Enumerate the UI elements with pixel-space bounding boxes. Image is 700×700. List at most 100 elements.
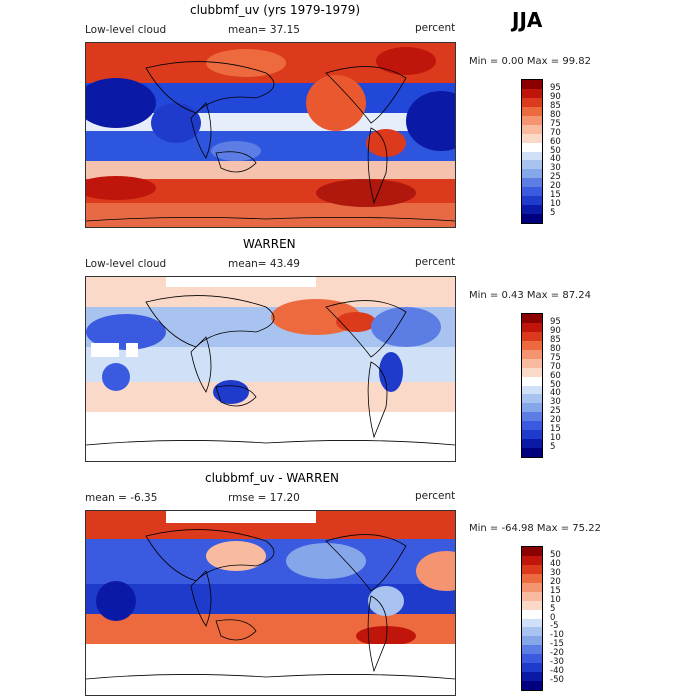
colorbar-segment <box>522 376 542 386</box>
colorbar-segment <box>522 80 542 89</box>
colorbar-segment <box>522 448 542 457</box>
colorbar-segment <box>522 169 542 179</box>
colorbar-segment <box>522 421 542 431</box>
panel3-rmse-label: rmse = 17.20 <box>228 492 300 504</box>
colorbar-tick-label: 70 <box>550 361 561 372</box>
colorbar-segment <box>522 582 542 592</box>
colorbar-tick-label: 85 <box>550 100 561 111</box>
colorbar-segment <box>522 322 542 332</box>
colorbar-tick-label: 30 <box>550 397 561 408</box>
colorbar-segment <box>522 178 542 188</box>
colorbar-segment <box>522 349 542 359</box>
panel1-title: clubbmf_uv (yrs 1979-1979) <box>190 3 361 17</box>
colorbar-segment <box>522 340 542 350</box>
panel3-mean-label: mean = -6.35 <box>85 492 158 504</box>
colorbar-tick-label: 5 <box>550 442 556 453</box>
colorbar-tick-label: 60 <box>550 370 561 381</box>
colorbar-segment <box>522 115 542 125</box>
colorbar-tick-label: 25 <box>550 406 561 417</box>
panel1-variable-label: Low-level cloud <box>85 24 167 36</box>
colorbar-tick-label: 25 <box>550 172 561 183</box>
colorbar-segment <box>522 591 542 601</box>
colorbar-tick-label: 80 <box>550 343 561 354</box>
colorbar-tick-label: 85 <box>550 334 561 345</box>
panel2-colorbar <box>521 313 543 458</box>
colorbar-segment <box>522 394 542 404</box>
colorbar-segment <box>522 636 542 646</box>
panel3-units: percent <box>415 490 456 502</box>
colorbar-tick-label: 90 <box>550 325 561 336</box>
colorbar-tick-label: 30 <box>550 567 561 578</box>
colorbar-tick-label: 90 <box>550 91 561 102</box>
colorbar-tick-label: 40 <box>550 558 561 569</box>
colorbar-segment <box>522 151 542 161</box>
colorbar-segment <box>522 196 542 206</box>
panel3-colorbar <box>521 546 543 691</box>
colorbar-tick-label: -10 <box>550 630 564 641</box>
colorbar-segment <box>522 160 542 170</box>
colorbar-tick-label: -30 <box>550 657 564 668</box>
colorbar-tick-label: 40 <box>550 388 561 399</box>
colorbar-tick-label: 75 <box>550 352 561 363</box>
panel2-units: percent <box>415 256 456 268</box>
colorbar-tick-label: -5 <box>550 621 559 632</box>
colorbar-tick-label: -50 <box>550 675 564 686</box>
colorbar-segment <box>522 205 542 215</box>
panel2-mean-label: mean= 43.49 <box>228 258 300 270</box>
panel1-units: percent <box>415 22 456 34</box>
colorbar-segment <box>522 600 542 610</box>
panel3-map <box>85 510 456 696</box>
panel2-minmax: Min = 0.43 Max = 87.24 <box>469 290 591 301</box>
colorbar-segment <box>522 133 542 143</box>
colorbar-tick-label: 30 <box>550 163 561 174</box>
colorbar-segment <box>522 654 542 664</box>
colorbar-segment <box>522 439 542 449</box>
panel2-title: WARREN <box>243 237 296 251</box>
panel1-map <box>85 42 456 228</box>
colorbar-tick-label: 70 <box>550 127 561 138</box>
colorbar-tick-label: -20 <box>550 648 564 659</box>
colorbar-segment <box>522 124 542 134</box>
colorbar-segment <box>522 106 542 116</box>
colorbar-tick-label: 5 <box>550 208 556 219</box>
colorbar-segment <box>522 385 542 395</box>
colorbar-segment <box>522 663 542 673</box>
colorbar-tick-label: 40 <box>550 154 561 165</box>
panel3-title: clubbmf_uv - WARREN <box>205 471 340 485</box>
season-label: JJA <box>512 8 543 32</box>
colorbar-segment <box>522 187 542 197</box>
panel1-minmax: Min = 0.00 Max = 99.82 <box>469 56 591 67</box>
colorbar-segment <box>522 672 542 682</box>
panel2-map <box>85 276 456 462</box>
colorbar-tick-label: 10 <box>550 433 561 444</box>
panel2-variable-label: Low-level cloud <box>85 258 167 270</box>
colorbar-tick-label: 20 <box>550 576 561 587</box>
colorbar-segment <box>522 214 542 223</box>
colorbar-segment <box>522 142 542 152</box>
colorbar-tick-label: 60 <box>550 136 561 147</box>
colorbar-tick-label: 0 <box>550 612 556 623</box>
panel1-mean-label: mean= 37.15 <box>228 24 300 36</box>
colorbar-tick-label: 75 <box>550 118 561 129</box>
colorbar-segment <box>522 573 542 583</box>
colorbar-segment <box>522 681 542 690</box>
colorbar-tick-label: 20 <box>550 181 561 192</box>
colorbar-segment <box>522 358 542 368</box>
colorbar-tick-label: 80 <box>550 109 561 120</box>
colorbar-tick-label: 50 <box>550 379 561 390</box>
colorbar-segment <box>522 367 542 377</box>
colorbar-tick-label: 15 <box>550 585 561 596</box>
colorbar-segment <box>522 430 542 440</box>
colorbar-tick-label: 50 <box>550 549 561 560</box>
colorbar-tick-label: -40 <box>550 666 564 677</box>
colorbar-tick-label: 95 <box>550 82 561 93</box>
colorbar-tick-label: -15 <box>550 639 564 650</box>
colorbar-segment <box>522 412 542 422</box>
colorbar-tick-label: 5 <box>550 603 556 614</box>
colorbar-tick-label: 20 <box>550 415 561 426</box>
colorbar-segment <box>522 88 542 98</box>
colorbar-segment <box>522 609 542 619</box>
colorbar-tick-label: 15 <box>550 190 561 201</box>
colorbar-segment <box>522 314 542 323</box>
colorbar-segment <box>522 547 542 556</box>
